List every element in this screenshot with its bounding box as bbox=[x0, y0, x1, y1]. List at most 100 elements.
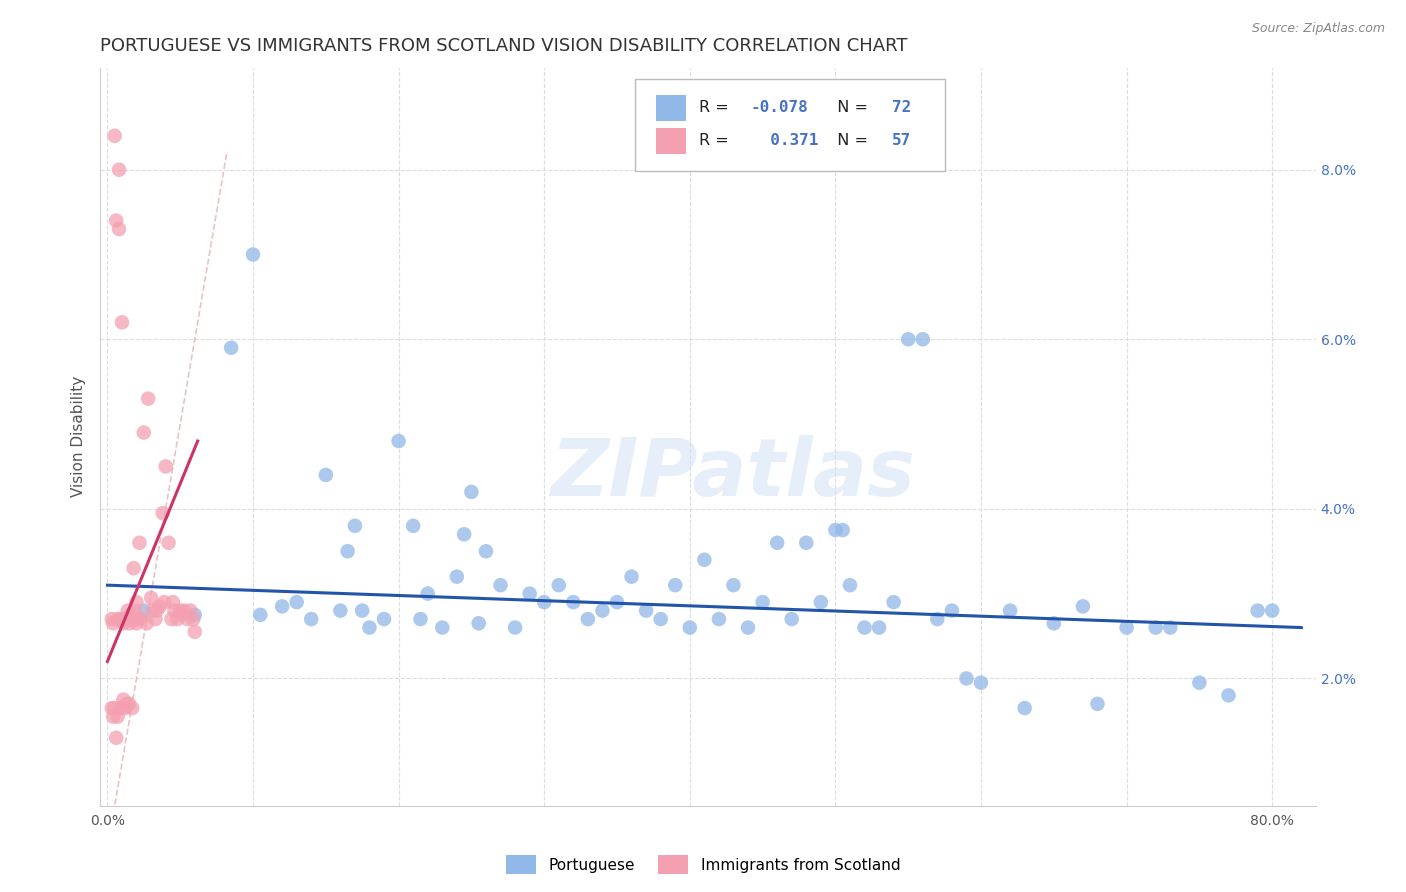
Point bbox=[453, 527, 475, 541]
Point bbox=[591, 604, 613, 618]
Point bbox=[941, 604, 963, 618]
Point bbox=[359, 621, 381, 635]
Point bbox=[432, 621, 454, 635]
Point bbox=[115, 612, 138, 626]
Point bbox=[519, 587, 541, 601]
Point bbox=[606, 595, 628, 609]
Point bbox=[1071, 599, 1094, 614]
Point bbox=[181, 612, 204, 626]
Point bbox=[170, 607, 193, 622]
Point bbox=[839, 578, 862, 592]
Point bbox=[723, 578, 745, 592]
Point bbox=[853, 621, 876, 635]
Point bbox=[751, 595, 773, 609]
Point bbox=[897, 332, 920, 346]
Point bbox=[1042, 616, 1064, 631]
Point bbox=[927, 612, 949, 626]
Point bbox=[152, 506, 174, 520]
Point bbox=[118, 616, 141, 631]
Point bbox=[120, 607, 142, 622]
Point bbox=[299, 612, 322, 626]
Point bbox=[766, 535, 789, 549]
Point bbox=[107, 612, 129, 626]
Point bbox=[693, 552, 716, 566]
Text: N =: N = bbox=[827, 100, 873, 115]
Point bbox=[998, 604, 1021, 618]
Text: -0.078: -0.078 bbox=[751, 100, 808, 115]
Point bbox=[475, 544, 498, 558]
Point bbox=[104, 128, 127, 143]
FancyBboxPatch shape bbox=[636, 79, 945, 171]
Point bbox=[169, 604, 191, 618]
Point bbox=[620, 570, 643, 584]
Point bbox=[576, 612, 599, 626]
Point bbox=[336, 544, 359, 558]
Point bbox=[547, 578, 569, 592]
Point bbox=[114, 701, 136, 715]
Point bbox=[707, 612, 730, 626]
Point bbox=[911, 332, 934, 346]
Text: R =: R = bbox=[700, 100, 734, 115]
Point bbox=[636, 604, 658, 618]
Point bbox=[176, 612, 198, 626]
Point bbox=[146, 604, 169, 618]
Point bbox=[343, 518, 366, 533]
Point bbox=[157, 535, 180, 549]
Point bbox=[118, 697, 141, 711]
Point bbox=[162, 595, 184, 609]
Point bbox=[737, 621, 759, 635]
Point bbox=[285, 595, 308, 609]
Point bbox=[135, 616, 157, 631]
Point bbox=[110, 701, 132, 715]
Point bbox=[650, 612, 672, 626]
Text: N =: N = bbox=[827, 134, 873, 148]
Point bbox=[446, 570, 468, 584]
Point bbox=[100, 701, 122, 715]
Point bbox=[533, 595, 555, 609]
Point bbox=[1144, 621, 1167, 635]
Point bbox=[107, 709, 129, 723]
FancyBboxPatch shape bbox=[655, 128, 686, 154]
Point bbox=[125, 616, 148, 631]
Point bbox=[1246, 604, 1268, 618]
Point bbox=[184, 624, 207, 639]
Point bbox=[824, 523, 846, 537]
Point bbox=[373, 612, 395, 626]
Point bbox=[173, 604, 195, 618]
Point bbox=[121, 701, 143, 715]
Point bbox=[1014, 701, 1036, 715]
Text: 72: 72 bbox=[891, 100, 911, 115]
Point bbox=[103, 616, 125, 631]
Point bbox=[122, 561, 145, 575]
Point bbox=[153, 595, 176, 609]
Point bbox=[179, 604, 201, 618]
Point bbox=[145, 612, 167, 626]
Point bbox=[489, 578, 512, 592]
Point bbox=[1188, 675, 1211, 690]
Text: 0.371: 0.371 bbox=[751, 134, 818, 148]
Point bbox=[160, 612, 183, 626]
Point bbox=[810, 595, 832, 609]
Point bbox=[883, 595, 905, 609]
Point bbox=[503, 621, 526, 635]
Point bbox=[103, 709, 125, 723]
Point bbox=[141, 604, 163, 618]
Point bbox=[242, 247, 264, 261]
Point bbox=[129, 612, 152, 626]
Point bbox=[460, 484, 482, 499]
Point bbox=[184, 607, 207, 622]
Point bbox=[110, 612, 132, 626]
Point bbox=[1115, 621, 1137, 635]
Point bbox=[112, 616, 135, 631]
Point bbox=[111, 612, 134, 626]
Y-axis label: Vision Disability: Vision Disability bbox=[72, 376, 86, 498]
Point bbox=[112, 692, 135, 706]
Point bbox=[105, 731, 128, 745]
Point bbox=[104, 701, 127, 715]
Point bbox=[219, 341, 242, 355]
Point bbox=[679, 621, 702, 635]
Point bbox=[115, 697, 138, 711]
Point bbox=[128, 535, 150, 549]
Point bbox=[139, 591, 162, 605]
Point bbox=[155, 459, 177, 474]
